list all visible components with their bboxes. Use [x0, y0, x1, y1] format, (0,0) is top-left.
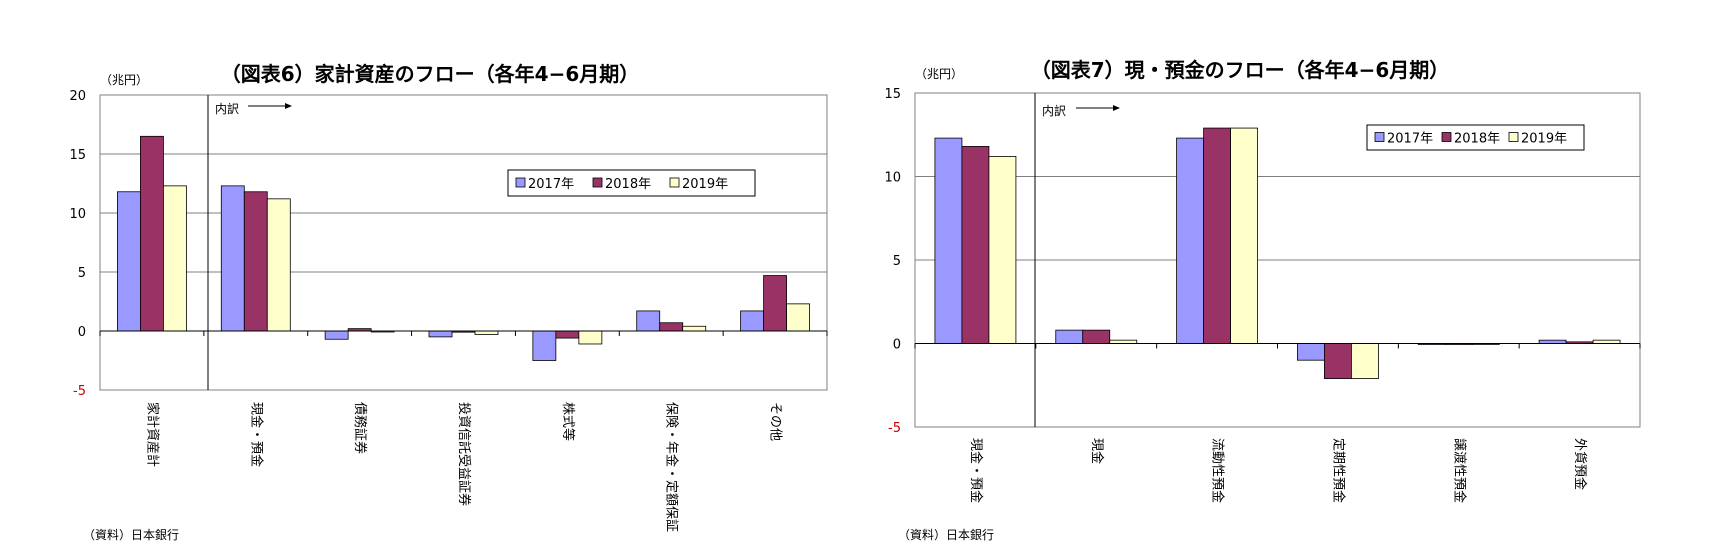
category-label: その他: [768, 402, 783, 441]
chart-title: （図表7）現・預金のフロー（各年4−6月期）: [1031, 58, 1450, 82]
bar: [786, 303, 810, 332]
bar: [1324, 343, 1352, 379]
legend-swatch: [515, 177, 526, 188]
breakdown-arrowhead: [285, 103, 292, 109]
category-label: 譲渡性預金: [1451, 438, 1467, 503]
legend-swatch: [1508, 132, 1519, 142]
legend-swatch: [1374, 132, 1385, 142]
bar: [532, 330, 557, 361]
bar: [428, 330, 453, 338]
chart-figure-6: （図表6）家計資産のフロー（各年4−6月期） （兆円） 20 15 10 5 0 -5 内…: [69, 62, 828, 542]
category-label: 現金・預金: [248, 402, 264, 467]
legend-label: 2018年: [1454, 132, 1500, 147]
bar: [934, 137, 963, 344]
y-tick-label: 0: [893, 338, 901, 353]
bar: [555, 330, 580, 339]
bar: [220, 185, 245, 332]
bar: [1230, 127, 1258, 344]
category-label: 定期性預金: [1330, 438, 1346, 503]
unit-label: （兆円）: [100, 73, 148, 87]
bar: [266, 198, 291, 332]
y-tick-label: 10: [884, 171, 901, 186]
category-label: 株式等: [560, 402, 576, 441]
bar: [1176, 137, 1204, 344]
category-label: 流動性預金: [1210, 438, 1226, 503]
bar: [1109, 339, 1138, 344]
bar: [988, 156, 1017, 344]
bar: [578, 330, 603, 345]
legend-label: 2018年: [605, 177, 651, 192]
plot-area: [99, 94, 828, 391]
category-label: 債務証券: [352, 402, 368, 454]
legend-label: 2017年: [1387, 132, 1433, 147]
bar: [1538, 339, 1567, 344]
y-tick-label: -5: [888, 421, 901, 436]
y-tick-label: 20: [69, 89, 86, 104]
bar: [1203, 127, 1231, 344]
chart-title: （図表6）家計資産のフロー（各年4−6月期）: [221, 62, 640, 86]
bar: [117, 191, 141, 332]
y-tick-label: 15: [884, 87, 901, 102]
unit-label: （兆円）: [915, 67, 963, 81]
bar: [961, 146, 990, 344]
category-label: 現金・預金: [968, 438, 984, 503]
bar: [1351, 343, 1379, 379]
legend-swatch: [592, 177, 603, 188]
y-tick-label: 15: [69, 148, 86, 163]
legend-label: 2019年: [682, 177, 728, 192]
y-tick-label: 0: [78, 325, 86, 340]
bar: [324, 330, 349, 340]
bar: [474, 330, 499, 335]
bar: [763, 275, 787, 332]
category-label: 保険・年金・定額保証: [664, 402, 680, 532]
breakdown-arrowhead: [1113, 105, 1120, 111]
legend-box: [1366, 124, 1585, 151]
bar: [636, 310, 661, 332]
bar: [659, 322, 684, 332]
bar: [1082, 329, 1111, 344]
legend-box: [507, 169, 756, 197]
category-label: 投資信託受益証券: [456, 402, 472, 506]
legend-label: 2019年: [1521, 132, 1567, 147]
breakdown-label: 内訳: [1042, 103, 1066, 118]
legend-label: 2017年: [528, 177, 574, 192]
y-tick-label: -5: [73, 384, 86, 399]
bar: [682, 325, 707, 332]
bar: [1055, 329, 1084, 344]
breakdown-label: 内訳: [215, 101, 239, 116]
category-label: 現金: [1089, 438, 1105, 464]
bar: [1592, 339, 1621, 344]
source-note: （資料）日本銀行: [898, 528, 994, 542]
bar: [1297, 343, 1325, 361]
bar: [740, 310, 764, 332]
bar: [140, 135, 164, 332]
y-tick-label: 10: [69, 207, 86, 222]
bar: [243, 191, 268, 332]
y-tick-label: 5: [78, 266, 86, 281]
category-label: 家計資産計: [144, 402, 160, 467]
y-tick-label: 5: [893, 254, 901, 269]
source-note: （資料）日本銀行: [83, 528, 179, 542]
legend-swatch: [669, 177, 680, 188]
legend-swatch: [1441, 132, 1452, 142]
bar: [163, 185, 187, 332]
category-label: 外貨預金: [1572, 438, 1588, 490]
